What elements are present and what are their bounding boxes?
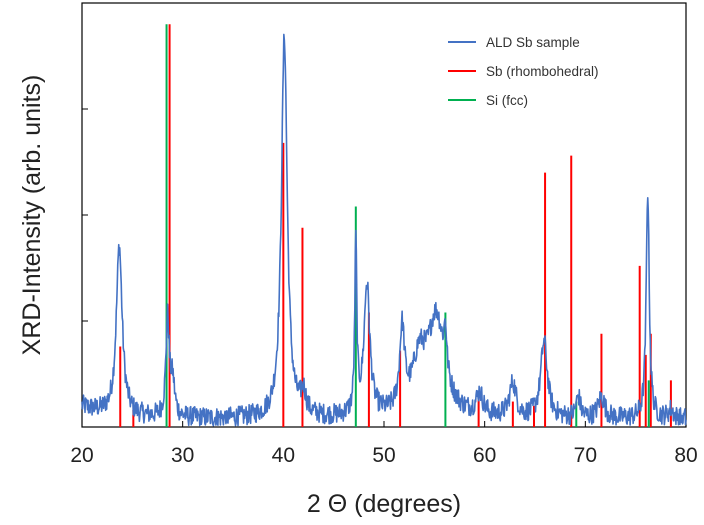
stick-series-1: [119, 24, 672, 427]
x-tick-label-20: 20: [70, 444, 93, 467]
y-axis-ticks: [82, 108, 88, 322]
legend-label-1: ALD Sb sample: [486, 35, 580, 50]
x-tick-label-40: 40: [272, 444, 295, 467]
x-axis-ticks: 20 30 40 50 60 70 80: [70, 421, 698, 467]
x-tick-label-30: 30: [171, 444, 194, 467]
legend-label-2: Sb (rhombohedral): [486, 64, 599, 79]
x-tick-label-70: 70: [574, 444, 597, 467]
series-group: [81, 24, 687, 427]
x-tick-label-50: 50: [372, 444, 395, 467]
line-series-1: [81, 33, 687, 427]
stick-series-2: [165, 24, 650, 427]
x-axis-title: 2 Θ (degrees): [307, 490, 461, 518]
x-tick-label-60: 60: [473, 444, 496, 467]
legend: ALD Sb sample Sb (rhombohedral) Si (fcc): [448, 35, 599, 108]
x-tick-label-80: 80: [674, 444, 697, 467]
legend-label-3: Si (fcc): [486, 93, 528, 108]
y-axis-title: XRD-Intensity (arb. units): [18, 75, 46, 356]
